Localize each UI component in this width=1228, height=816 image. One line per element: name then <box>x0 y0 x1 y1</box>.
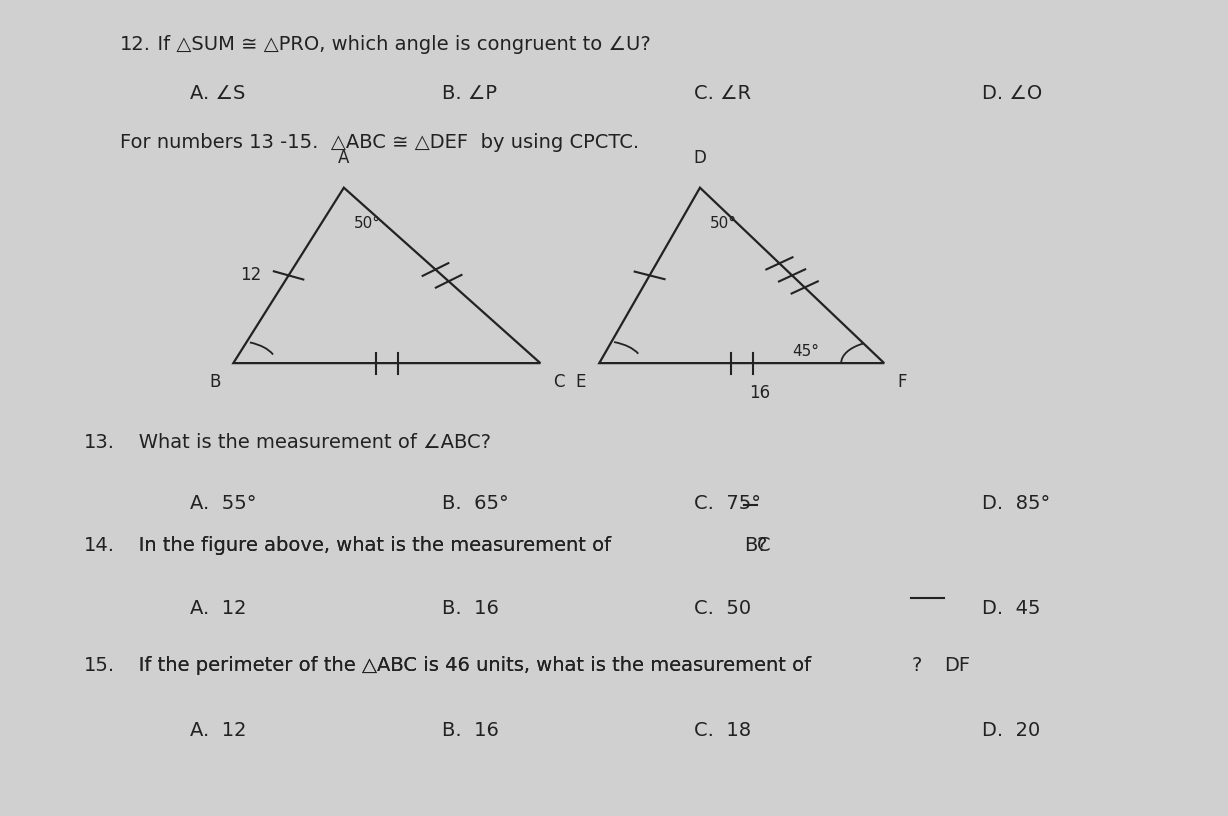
Text: D.  45: D. 45 <box>982 599 1041 619</box>
Text: ?: ? <box>911 655 922 675</box>
Text: C. ∠R: C. ∠R <box>694 83 752 103</box>
Text: B.  16: B. 16 <box>442 721 499 740</box>
Text: E: E <box>576 373 586 391</box>
Text: A.  12: A. 12 <box>190 721 247 740</box>
Text: What is the measurement of ∠ABC?: What is the measurement of ∠ABC? <box>120 432 491 452</box>
Text: A.  55°: A. 55° <box>190 494 257 513</box>
Text: A.  12: A. 12 <box>190 599 247 619</box>
Text: B: B <box>209 373 221 391</box>
Text: 15.: 15. <box>84 655 114 675</box>
Text: B.  65°: B. 65° <box>442 494 508 513</box>
Text: C.  75°: C. 75° <box>694 494 761 513</box>
Text: In the figure above, what is the measurement of: In the figure above, what is the measure… <box>120 535 618 555</box>
Text: 12: 12 <box>241 266 262 285</box>
Text: D. ∠O: D. ∠O <box>982 83 1043 103</box>
Text: 12.: 12. <box>120 35 151 55</box>
Text: If △SUM ≅ △PRO, which angle is congruent to ∠U?: If △SUM ≅ △PRO, which angle is congruent… <box>145 35 651 55</box>
Text: 13.: 13. <box>84 432 114 452</box>
Text: DF: DF <box>944 655 970 675</box>
Text: If the perimeter of the △ABC is 46 units, what is the measurement of: If the perimeter of the △ABC is 46 units… <box>120 655 818 675</box>
Text: ?: ? <box>756 535 768 555</box>
Text: 50°: 50° <box>354 216 381 231</box>
Text: A: A <box>338 149 350 167</box>
Text: C.  18: C. 18 <box>694 721 752 740</box>
Text: D: D <box>694 149 706 167</box>
Text: For numbers 13 -15.  △ABC ≅ △DEF  by using CPCTC.: For numbers 13 -15. △ABC ≅ △DEF by using… <box>120 133 640 153</box>
Text: C: C <box>553 373 565 391</box>
Text: 14.: 14. <box>84 535 114 555</box>
Text: B. ∠P: B. ∠P <box>442 83 497 103</box>
Text: If the perimeter of the △ABC is 46 units, what is the measurement of: If the perimeter of the △ABC is 46 units… <box>120 655 818 675</box>
Text: In the figure above, what is the measurement of: In the figure above, what is the measure… <box>120 535 618 555</box>
Text: A. ∠S: A. ∠S <box>190 83 246 103</box>
Text: F: F <box>898 373 907 391</box>
Text: 45°: 45° <box>792 344 819 359</box>
Text: 16: 16 <box>749 384 771 401</box>
Text: B.  16: B. 16 <box>442 599 499 619</box>
Text: D.  20: D. 20 <box>982 721 1040 740</box>
Text: C.  50: C. 50 <box>694 599 752 619</box>
Text: BC: BC <box>744 535 771 555</box>
Text: D.  85°: D. 85° <box>982 494 1051 513</box>
Text: 50°: 50° <box>710 216 737 231</box>
